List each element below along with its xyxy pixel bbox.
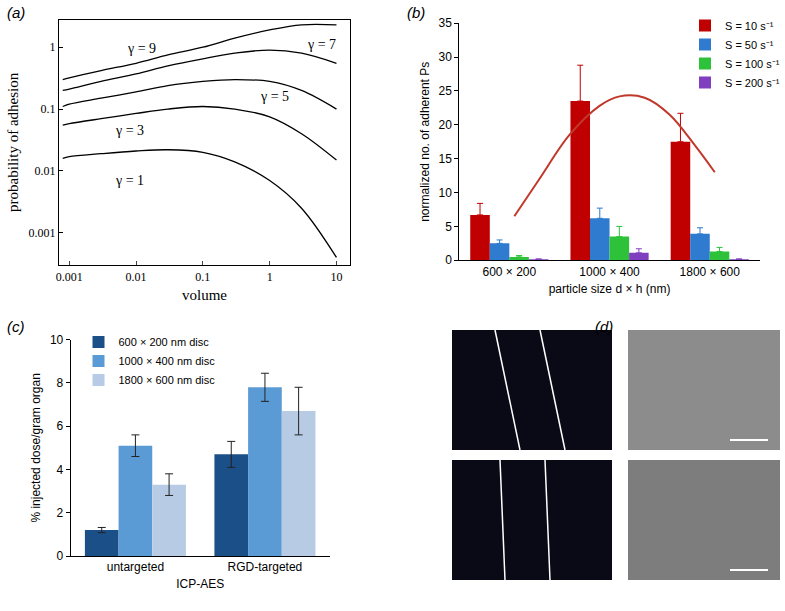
svg-text:normalized no. of adherent Ps: normalized no. of adherent Ps (418, 62, 432, 222)
svg-text:(b): (b) (407, 4, 425, 21)
svg-text:0.001: 0.001 (28, 226, 55, 240)
svg-text:0: 0 (57, 549, 64, 563)
svg-text:1: 1 (49, 40, 55, 54)
svg-text:particle size d × h (nm): particle size d × h (nm) (549, 282, 671, 296)
svg-text:S = 200 s⁻¹: S = 200 s⁻¹ (725, 77, 780, 89)
svg-text:0.01: 0.01 (34, 164, 55, 178)
svg-text:10: 10 (330, 270, 342, 284)
svg-text:γ = 7: γ = 7 (307, 37, 336, 52)
svg-text:ICP-AES: ICP-AES (176, 577, 224, 591)
svg-text:600 × 200 nm disc: 600 × 200 nm disc (119, 336, 210, 348)
svg-text:0.01: 0.01 (126, 270, 147, 284)
svg-text:10: 10 (50, 333, 64, 347)
svg-text:5: 5 (445, 220, 452, 234)
svg-text:30: 30 (438, 50, 452, 64)
svg-text:RGD-targeted: RGD-targeted (228, 560, 303, 574)
svg-text:(a): (a) (7, 4, 25, 21)
svg-text:S = 10 s⁻¹: S = 10 s⁻¹ (725, 20, 774, 32)
svg-text:0: 0 (445, 253, 452, 267)
svg-text:25: 25 (438, 84, 452, 98)
svg-text:10: 10 (438, 186, 452, 200)
svg-text:γ = 9: γ = 9 (127, 41, 156, 56)
svg-text:γ = 5: γ = 5 (260, 89, 289, 104)
svg-text:volume: volume (182, 287, 227, 303)
svg-text:1000 × 400 nm disc: 1000 × 400 nm disc (119, 355, 216, 367)
svg-text:1: 1 (267, 270, 273, 284)
svg-text:15: 15 (438, 152, 452, 166)
svg-text:4: 4 (57, 463, 64, 477)
svg-text:S = 100 s⁻¹: S = 100 s⁻¹ (725, 58, 780, 70)
svg-text:0.1: 0.1 (40, 102, 55, 116)
svg-text:1000 × 400: 1000 × 400 (579, 265, 640, 279)
svg-text:600 × 200: 600 × 200 (482, 265, 536, 279)
svg-text:6: 6 (57, 419, 64, 433)
svg-text:20: 20 (438, 118, 452, 132)
svg-text:8: 8 (57, 376, 64, 390)
svg-text:probability of adhesion: probability of adhesion (5, 72, 21, 212)
svg-text:0.1: 0.1 (195, 270, 210, 284)
svg-text:(d): (d) (595, 318, 613, 335)
svg-text:1800 × 600 nm disc: 1800 × 600 nm disc (119, 374, 216, 386)
svg-text:untargeted: untargeted (107, 560, 164, 574)
svg-text:S = 50 s⁻¹: S = 50 s⁻¹ (725, 39, 774, 51)
svg-text:γ = 1: γ = 1 (115, 173, 144, 188)
svg-text:(c): (c) (7, 318, 25, 335)
svg-text:0.001: 0.001 (56, 270, 83, 284)
svg-text:γ = 3: γ = 3 (115, 123, 144, 138)
svg-text:% injected dose/gram organ: % injected dose/gram organ (29, 373, 43, 522)
svg-text:2: 2 (57, 506, 64, 520)
svg-text:35: 35 (438, 16, 452, 30)
svg-text:1800 × 600: 1800 × 600 (680, 265, 741, 279)
